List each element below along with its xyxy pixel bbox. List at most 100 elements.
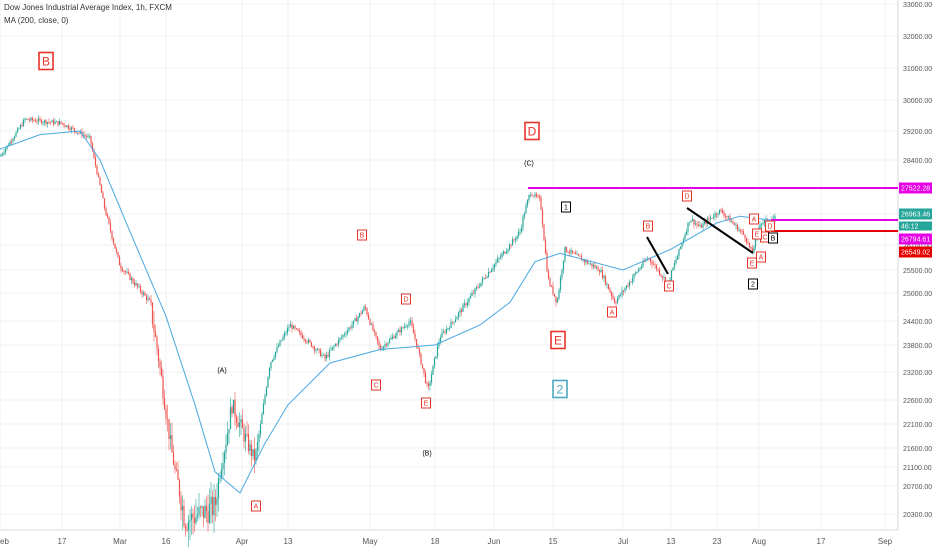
candle: [732, 218, 734, 225]
candle: [100, 184, 103, 193]
x-tick-label: 16: [162, 537, 171, 546]
candle: [199, 505, 202, 518]
candle: [196, 506, 199, 522]
candle: [429, 380, 431, 391]
candle: [619, 292, 622, 297]
candle: [490, 268, 493, 273]
candle: [672, 267, 674, 272]
candle: [747, 238, 749, 246]
candle: [322, 353, 325, 356]
candle: [717, 212, 719, 219]
candle: [361, 309, 364, 314]
y-tick-label: 20700.00: [903, 484, 932, 491]
y-tick-label: 25500.00: [903, 268, 932, 275]
gridlines: [0, 0, 898, 530]
wave-label: B: [768, 232, 778, 244]
y-tick-label: 28400.00: [903, 158, 932, 165]
candle: [346, 327, 349, 336]
candle: [475, 285, 478, 291]
candle: [30, 116, 32, 122]
candle: [90, 135, 92, 147]
candle: [118, 255, 121, 266]
candle: [310, 341, 313, 348]
wave-label: (C): [524, 161, 534, 168]
candle: [364, 303, 367, 311]
candle: [28, 117, 31, 123]
candle: [250, 440, 253, 467]
candle: [652, 260, 655, 266]
candle: [477, 283, 479, 290]
candle: [750, 246, 752, 251]
candle: [546, 249, 548, 273]
candle: [201, 505, 203, 517]
candle: [142, 290, 145, 297]
candle: [282, 334, 284, 342]
wave-label-text: E: [554, 333, 562, 347]
candle: [592, 262, 595, 270]
candle: [388, 337, 391, 344]
candle: [541, 207, 544, 229]
candle: [690, 220, 692, 223]
candle: [553, 293, 556, 298]
candle: [760, 223, 763, 229]
candle: [343, 331, 346, 338]
candle: [186, 523, 188, 533]
candle: [40, 118, 43, 125]
y-tick-label: 31000.00: [903, 66, 932, 73]
candle: [153, 310, 155, 342]
candle: [270, 361, 272, 371]
candle: [147, 294, 149, 303]
candle: [34, 117, 37, 123]
candle: [469, 292, 472, 299]
candle: [124, 270, 127, 275]
y-tick-label: 22600.00: [903, 398, 932, 405]
candle: [48, 118, 50, 125]
candle: [642, 257, 644, 269]
candle: [324, 352, 326, 362]
candle: [387, 342, 389, 348]
candle: [544, 236, 547, 255]
candle: [73, 128, 76, 134]
wave-label-text: E: [750, 261, 755, 268]
candle: [730, 218, 733, 223]
candle: [670, 269, 673, 283]
candle: [37, 115, 40, 125]
candle: [663, 272, 665, 281]
candle: [724, 212, 727, 221]
candle: [54, 118, 56, 125]
candle: [393, 334, 395, 339]
candle: [133, 278, 136, 288]
candle: [445, 325, 448, 335]
candle: [136, 282, 139, 290]
candle: [256, 434, 259, 460]
candle: [562, 260, 565, 274]
candle: [192, 508, 194, 535]
candle: [753, 245, 755, 255]
candle: [366, 307, 368, 317]
candle: [76, 132, 79, 135]
candle: [237, 415, 239, 428]
wave-label: B: [357, 229, 367, 241]
candle: [45, 118, 47, 127]
candle: [225, 434, 227, 460]
candle: [241, 409, 244, 429]
wave-label-text: A: [759, 255, 764, 262]
candle: [193, 505, 196, 532]
candle: [631, 274, 634, 285]
candle: [720, 208, 722, 213]
x-tick-label: Mar: [113, 537, 127, 546]
candle: [397, 328, 400, 333]
candle: [519, 228, 521, 236]
candle: [88, 133, 91, 139]
candle: [198, 492, 200, 520]
candle: [453, 321, 455, 326]
candle: [448, 325, 451, 332]
candle: [214, 489, 217, 522]
candle: [222, 452, 224, 479]
candle: [208, 488, 211, 525]
candle: [483, 277, 485, 280]
candle: [625, 285, 628, 290]
candle: [276, 343, 278, 354]
candle: [744, 234, 746, 242]
